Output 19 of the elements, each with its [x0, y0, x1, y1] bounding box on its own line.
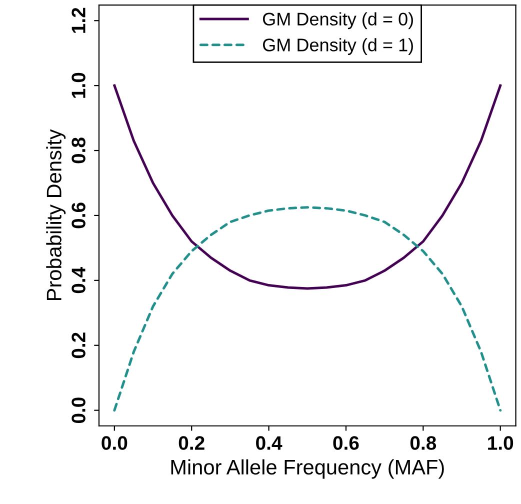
x-tick-label: 0.0 [102, 436, 128, 450]
x-tick-label: 1.0 [488, 436, 514, 450]
x-tick-label: 0.6 [333, 436, 359, 450]
y-tick-label: 1.0 [72, 72, 86, 98]
y-tick-label: 0.2 [72, 332, 86, 358]
x-tick-label: 0.8 [410, 436, 436, 450]
x-tick-label: 0.4 [256, 436, 282, 450]
y-tick-label: 1.2 [72, 8, 86, 33]
y-tick-label: 0.6 [72, 202, 86, 228]
y-tick-label: 0.8 [72, 138, 86, 164]
x-axis-title: Minor Allele Frequency (MAF) [171, 459, 444, 479]
line-series [113, 206, 502, 412]
legend-label: GM Density (d = 1) [262, 38, 413, 55]
y-tick-label: 0.4 [72, 266, 86, 294]
y-tick-label: 0.0 [72, 398, 86, 424]
legend-label: GM Density (d = 0) [262, 12, 413, 30]
line-series [113, 84, 502, 290]
y-axis-title: Probability Density [46, 129, 66, 300]
x-tick-label: 0.2 [178, 436, 204, 450]
